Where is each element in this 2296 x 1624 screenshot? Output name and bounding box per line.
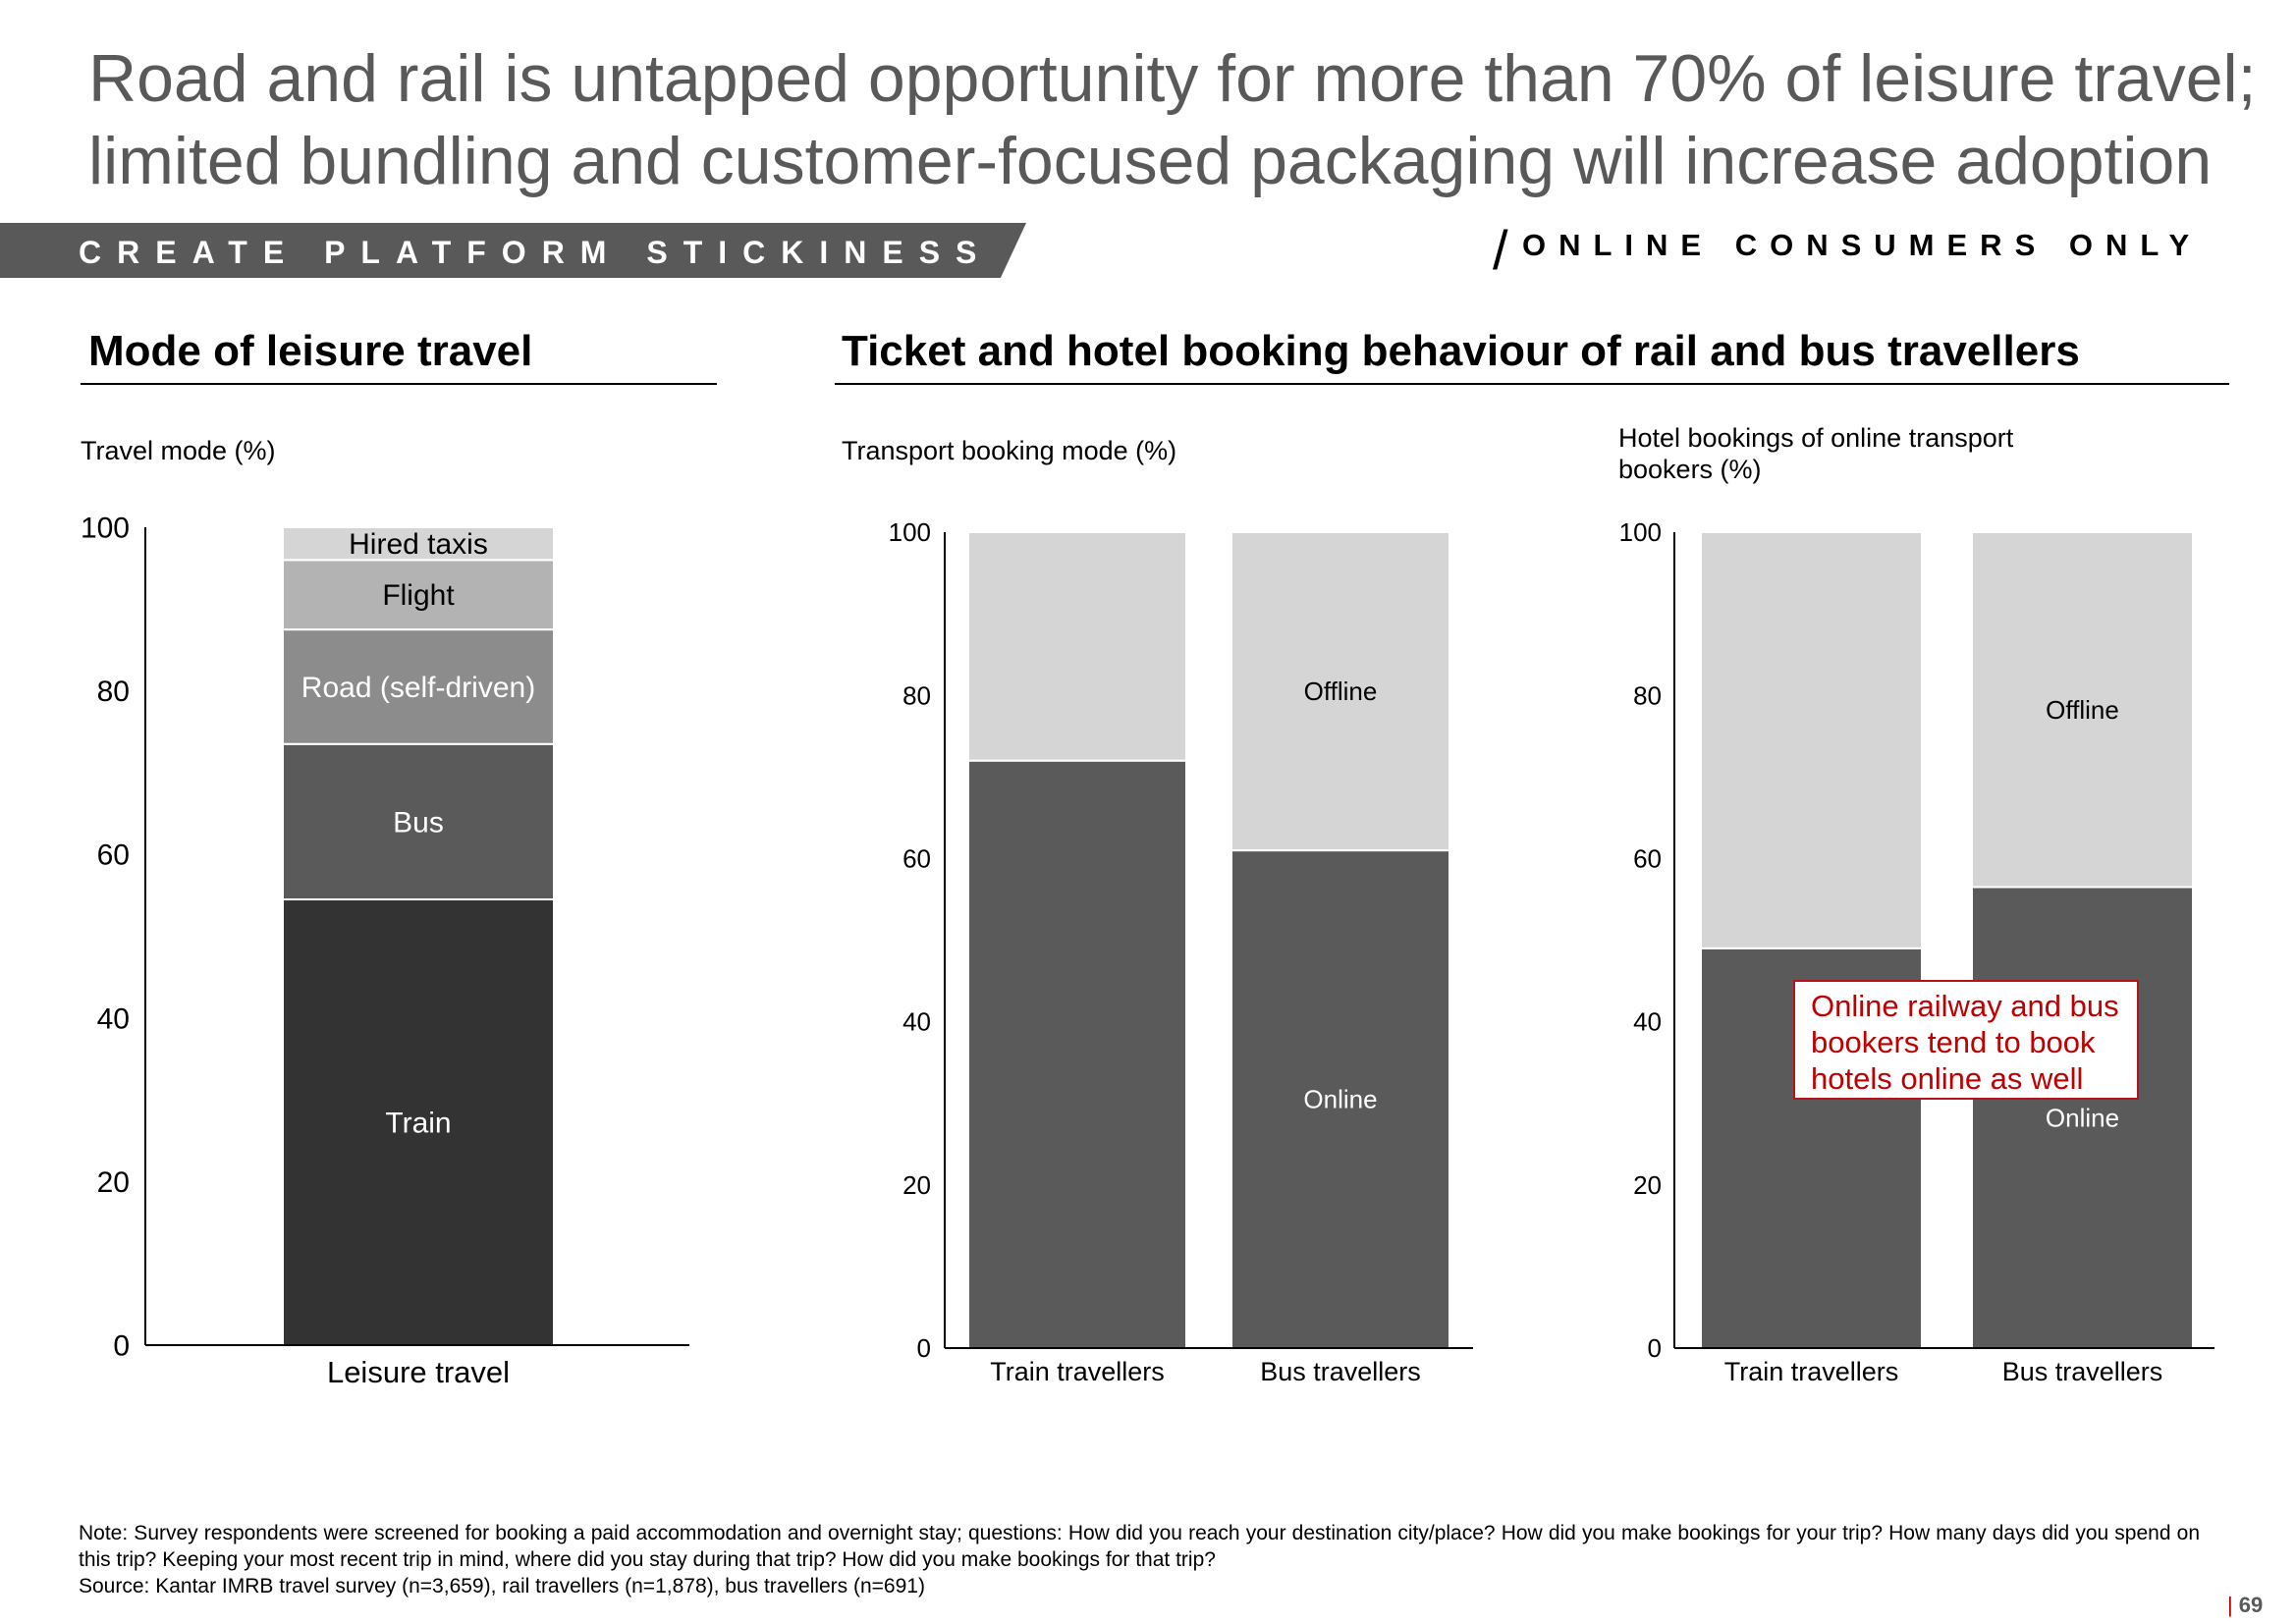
page-divider: | [2227,1593,2233,1617]
category-label: Bus travellers [1260,1357,1421,1386]
bar-segment-offline [1230,531,1450,852]
segment-label: Online [1303,1085,1377,1114]
bar-segment-online [1230,849,1450,1350]
y-tick-label: 100 [1619,517,1662,547]
page-number-value: 69 [2238,1593,2264,1617]
y-tick-label: 20 [1633,1170,1662,1200]
bar-segment-hired-taxis [282,526,555,562]
y-tick-label: 0 [113,1330,130,1363]
scope-label: ONLINE CONSUMERS ONLY [1522,228,2203,262]
slide-title: Road and rail is untapped opportunity fo… [88,41,2257,198]
y-tick-label: 60 [902,844,931,874]
segment-label: Online [2046,1103,2119,1132]
category-label: Leisure travel [327,1355,510,1389]
scope-tag: / ONLINE CONSUMERS ONLY [1493,218,2219,281]
bar-segment-offline [967,531,1187,762]
y-tick-label: 80 [902,680,931,710]
right-section-title: Ticket and hotel booking behaviour of ra… [842,327,2080,375]
page-number: | 69 [2227,1593,2263,1618]
left-section-rule [81,383,717,385]
category-label: Train travellers [1724,1357,1899,1386]
y-tick-label: 40 [1633,1007,1662,1037]
segment-label: Hired taxis [349,528,488,561]
banner-label: CREATE PLATFORM STICKINESS [79,235,993,270]
y-tick-label: 80 [1633,680,1662,710]
segment-label: Flight [382,579,455,612]
segment-label: Train [385,1108,451,1140]
y-tick-label: 0 [1648,1333,1662,1363]
bar-segment-road-self-driven [282,628,555,745]
y-tick-label: 100 [889,517,931,547]
y-tick-label: 60 [97,839,130,872]
source-text: Source: Kantar IMRB travel survey (n=3,6… [79,1575,925,1597]
y-tick-label: 0 [917,1333,931,1363]
segment-label: Road (self-driven) [301,672,535,704]
y-tick-label: 80 [97,676,130,708]
right-section-rule [835,383,2229,385]
note-text: Note: Survey respondents were screened f… [79,1522,2200,1571]
bar-segment-offline [1971,531,2194,889]
left-section-title: Mode of leisure travel [88,327,533,375]
y-tick-label: 20 [902,1170,931,1200]
y-tick-label: 40 [97,1002,130,1035]
chart2-subtitle: Transport booking mode (%) [842,436,1177,465]
y-tick-label: 60 [1633,844,1662,874]
bar-segment-online [1971,886,2194,1349]
chart3-subtitle: Hotel bookings of online transport booke… [1618,423,2014,484]
callout-box: Online railway and bus bookers tend to b… [1793,980,2139,1100]
chart1-subtitle: Travel mode (%) [81,436,276,465]
y-tick-label: 100 [81,513,130,545]
category-label: Bus travellers [2002,1357,2163,1386]
bar-segment-train [282,898,555,1346]
y-tick-label: 40 [902,1007,931,1037]
segment-label: Offline [2046,695,2119,725]
bar-segment-bus [282,742,555,901]
segment-label: Offline [1304,677,1378,706]
bar-segment-offline [1700,531,1923,949]
slash-icon: / [1493,219,1508,281]
footnote: Note: Survey respondents were screened f… [79,1520,2200,1599]
category-label: Train travellers [990,1357,1165,1386]
section-banner: CREATE PLATFORM STICKINESS [0,223,1026,278]
segment-label: Bus [393,806,444,839]
y-tick-label: 20 [97,1166,130,1199]
bar-segment-online [967,759,1187,1349]
